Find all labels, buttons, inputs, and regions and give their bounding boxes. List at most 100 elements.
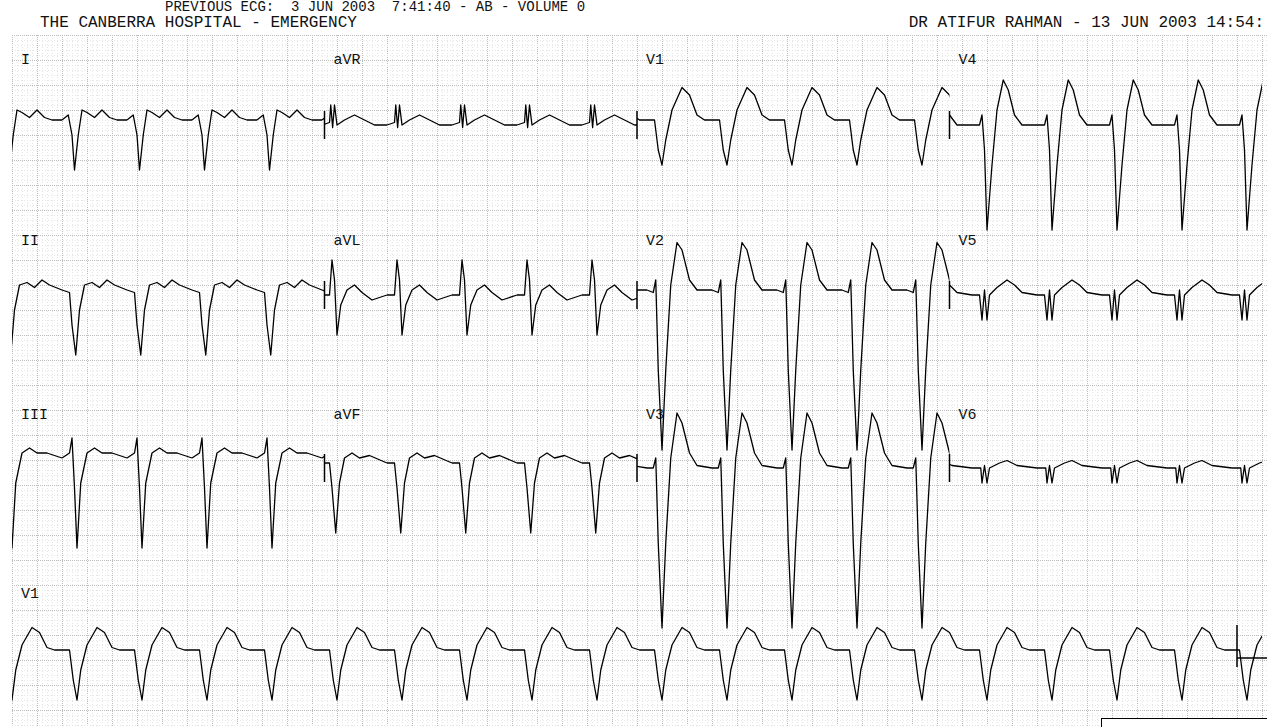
grid-minor xyxy=(12,630,1267,631)
grid-minor xyxy=(392,35,393,727)
beat xyxy=(192,438,257,548)
grid-major xyxy=(212,35,213,727)
grid-minor xyxy=(1117,35,1118,727)
grid-minor xyxy=(12,690,1267,691)
beat xyxy=(325,105,388,128)
grid-minor xyxy=(997,35,998,727)
beat xyxy=(322,280,325,355)
lead-label: V1 xyxy=(21,586,39,603)
grid-minor xyxy=(12,520,1267,521)
beat xyxy=(1037,461,1102,484)
grid-minor xyxy=(12,100,1267,101)
grid-minor xyxy=(12,490,1267,491)
grid-major xyxy=(12,385,1267,386)
grid-major xyxy=(337,35,338,727)
grid-minor xyxy=(757,35,758,727)
lead-trace xyxy=(325,105,638,128)
grid-major xyxy=(12,685,1267,686)
grid-minor xyxy=(12,725,1267,726)
beat xyxy=(62,438,127,548)
lead-trace xyxy=(950,461,1263,484)
grid-minor xyxy=(932,35,933,727)
grid-minor xyxy=(12,215,1267,216)
grid-minor xyxy=(397,35,398,727)
beat xyxy=(325,260,388,335)
grid-minor xyxy=(12,230,1267,231)
grid-minor xyxy=(17,35,18,727)
beat xyxy=(325,453,388,533)
grid-minor xyxy=(502,35,503,727)
beat xyxy=(387,628,452,701)
beat xyxy=(12,110,62,170)
grid-minor xyxy=(12,275,1267,276)
grid-minor xyxy=(12,670,1267,671)
beat xyxy=(582,105,637,128)
grid-minor xyxy=(67,35,68,727)
grid-minor xyxy=(382,35,383,727)
grid-minor xyxy=(12,250,1267,251)
grid-minor xyxy=(967,35,968,727)
beat xyxy=(1232,80,1262,230)
grid-major xyxy=(1162,35,1163,727)
grid-minor xyxy=(1102,35,1103,727)
grid-minor xyxy=(12,645,1267,646)
beat xyxy=(1167,80,1232,230)
grid-minor xyxy=(257,35,258,727)
grid-major xyxy=(112,35,113,727)
grid-major xyxy=(637,35,638,727)
grid-major xyxy=(737,35,738,727)
grid-minor xyxy=(12,425,1267,426)
grid-minor xyxy=(832,35,833,727)
grid-minor xyxy=(347,35,348,727)
beat xyxy=(192,628,257,701)
grid-minor xyxy=(332,35,333,727)
grid-minor xyxy=(1222,35,1223,727)
grid-major xyxy=(12,185,1267,186)
grid-minor xyxy=(12,320,1267,321)
beat xyxy=(972,461,1037,484)
grid-minor xyxy=(12,555,1267,556)
grid-minor xyxy=(97,35,98,727)
grid-major xyxy=(12,410,1267,411)
beat xyxy=(907,628,972,701)
grid-minor xyxy=(92,35,93,727)
lead-trace xyxy=(325,453,638,533)
grid-minor xyxy=(622,35,623,727)
grid-major xyxy=(1037,35,1038,727)
grid-major xyxy=(937,35,938,727)
grid-minor xyxy=(12,150,1267,151)
grid-minor xyxy=(12,175,1267,176)
grid-minor xyxy=(12,465,1267,466)
grid-minor xyxy=(12,695,1267,696)
beat xyxy=(972,628,1037,701)
grid-minor xyxy=(847,35,848,727)
grid-minor xyxy=(12,195,1267,196)
grid-minor xyxy=(452,35,453,727)
grid-minor xyxy=(12,595,1267,596)
grid-minor xyxy=(12,165,1267,166)
grid-minor xyxy=(1132,35,1133,727)
beat xyxy=(257,438,322,548)
grid-minor xyxy=(12,455,1267,456)
lead-separator xyxy=(324,454,326,482)
beat xyxy=(1037,80,1102,230)
grid-minor xyxy=(1172,35,1173,727)
grid-minor xyxy=(12,600,1267,601)
grid-minor xyxy=(1147,35,1148,727)
grid-minor xyxy=(12,350,1267,351)
grid-minor xyxy=(1142,35,1143,727)
grid-minor xyxy=(12,715,1267,716)
lead-trace xyxy=(12,628,1262,701)
grid-minor xyxy=(547,35,548,727)
grid-minor xyxy=(322,35,323,727)
grid-minor xyxy=(817,35,818,727)
grid-minor xyxy=(697,35,698,727)
lead-separator xyxy=(324,111,326,139)
grid-major xyxy=(562,35,563,727)
grid-minor xyxy=(242,35,243,727)
grid-minor xyxy=(122,35,123,727)
lead-separator xyxy=(949,111,951,139)
grid-major xyxy=(12,335,1267,336)
grid-minor xyxy=(12,315,1267,316)
grid-minor xyxy=(12,720,1267,721)
